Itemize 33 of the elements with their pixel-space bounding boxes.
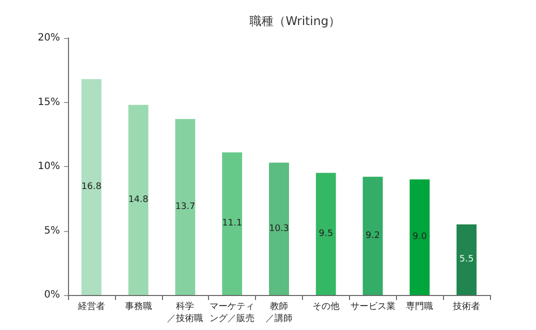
- x-tick-label: サービス業: [350, 301, 396, 312]
- data-label: 9.2: [366, 230, 380, 241]
- y-tick-label: 0%: [44, 290, 60, 300]
- x-tick-label: 経営者: [76, 301, 105, 312]
- y-tick-label: 15%: [38, 96, 60, 108]
- data-label: 16.8: [81, 182, 102, 192]
- data-label: 10.3: [268, 224, 290, 234]
- x-tick-label: 技術者: [452, 301, 480, 312]
- chart-title: 職種（Writing）: [250, 14, 340, 28]
- data-label: 13.7: [175, 202, 196, 212]
- bar: [269, 162, 289, 295]
- bar: [81, 79, 102, 295]
- bar: [128, 104, 148, 295]
- x-tick-label: 専門職: [406, 301, 434, 312]
- x-tick-label: マーケティング／販売: [210, 302, 255, 324]
- bar: [456, 224, 477, 295]
- x-tick-label: 事務職: [124, 301, 152, 312]
- y-tick-label: 10%: [38, 161, 60, 172]
- bar: [410, 179, 430, 295]
- x-tick-label: その他: [312, 301, 340, 312]
- bar: [175, 118, 196, 295]
- data-label: 11.1: [222, 218, 242, 229]
- y-tick-label: 20%: [38, 32, 60, 44]
- x-tick-label: 教師／講師: [266, 301, 292, 324]
- data-label: 9.5: [318, 228, 334, 239]
- bar: [222, 152, 242, 295]
- x-tick-label: 科学／技術職: [167, 301, 204, 324]
- bar: [362, 176, 383, 295]
- data-label: 5.5: [459, 254, 474, 265]
- data-label: 9.0: [412, 232, 428, 242]
- data-label: 14.8: [128, 194, 149, 205]
- bar: [316, 172, 336, 295]
- y-tick-label: 5%: [44, 225, 60, 236]
